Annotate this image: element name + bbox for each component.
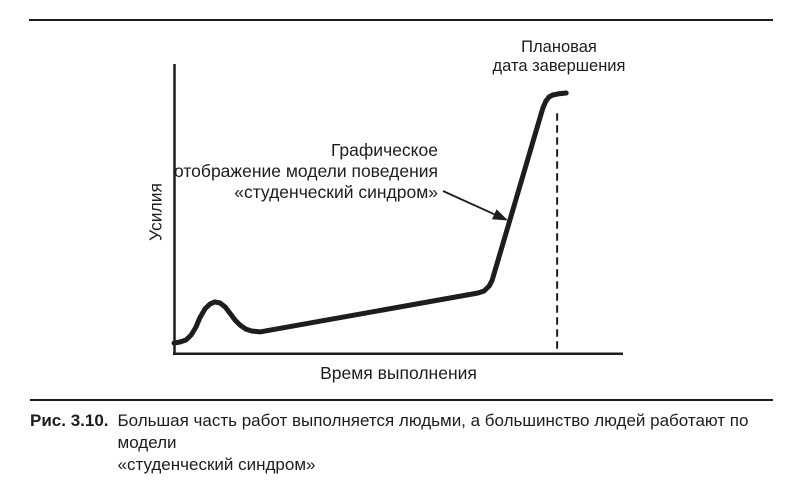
figure-caption-number: Рис. 3.10. — [30, 411, 109, 430]
effort-curve — [171, 90, 569, 346]
y-axis-label: Усилия — [145, 183, 166, 241]
annotation-arrowhead-icon — [492, 209, 508, 221]
figure-caption-text: Большая часть работ выполняется людьми, … — [117, 411, 749, 474]
top-rule — [29, 19, 773, 21]
annotation-arrow-line — [442, 190, 496, 216]
bottom-rule — [30, 399, 773, 401]
x-axis-label: Время выполнения — [320, 363, 477, 383]
figure-caption: Рис. 3.10. Большая часть работ выполняет… — [30, 410, 774, 476]
planned-date-label: Плановая дата завершения — [492, 38, 626, 75]
annotation-label: Графическое отображение модели поведения… — [174, 140, 438, 202]
